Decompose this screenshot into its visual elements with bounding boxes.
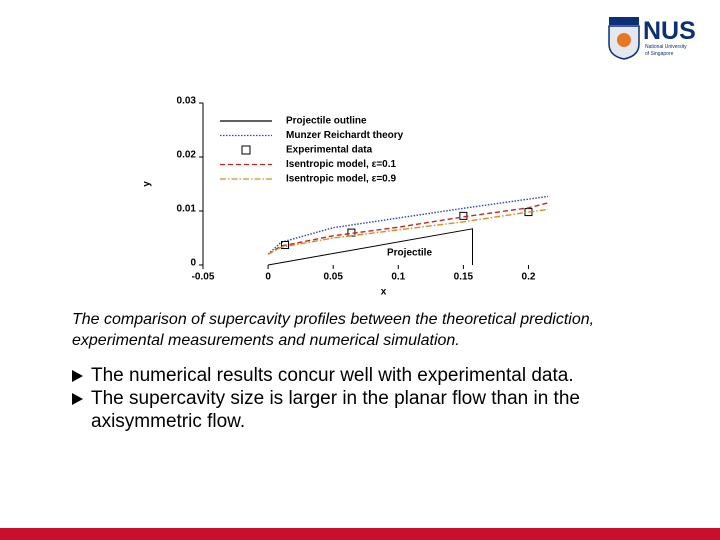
logo-crest [608,17,640,60]
y-tick-label: 0.02 [177,150,197,161]
series-line [267,202,549,255]
x-axis-label: x [381,287,387,298]
x-tick-label: 0.1 [391,272,405,283]
logo-subtitle-line: of Singapore [645,51,674,57]
logo-name: NUS [643,17,696,45]
legend-label: Isentropic model, ε=0.1 [286,159,396,170]
y-tick-label: 0.01 [177,204,197,215]
bullet: The supercavity size is larger in the pl… [72,387,652,433]
bullet-text: The supercavity size is larger in the pl… [91,388,580,432]
legend-label: Projectile outline [286,116,367,127]
y-axis-label: y [142,181,153,187]
x-tick-label: 0.2 [522,272,536,283]
footer-bar [0,528,720,540]
legend-symbol [241,145,251,155]
legend-label: Munzer Reichardt theory [286,130,404,141]
bullet-list: The numerical results concur well with e… [72,364,652,433]
caption: The comparison of supercavity profiles b… [72,311,595,349]
bullet-text: The numerical results concur well with e… [91,365,574,386]
bullet-marker [72,393,83,405]
x-tick-label: 0.05 [323,272,343,283]
legend-label: Isentropic model, ε=0.9 [286,174,396,185]
x-tick-label: 0.15 [454,272,474,283]
x-tick-label: 0 [265,272,271,283]
chart: 0 0.01 0.02 0.03 -0.05 0 0.05 0.1 0.15 0.2 x y Proje… [142,96,549,298]
x-tick-label: -0.05 [192,272,215,283]
data-point [281,241,290,250]
y-tick-label: 0.03 [177,96,197,107]
annotation: Projectile [387,248,432,259]
series-line [268,228,473,266]
logo-subtitle-line: National University [645,44,687,50]
series-line [267,208,549,255]
bullet-marker [72,370,83,382]
bullet: The numerical results concur well with e… [72,364,652,387]
legend-label: Experimental data [286,145,373,156]
y-tick-label: 0 [190,258,196,269]
logo-subtitle: National University of Singapore [645,44,687,58]
